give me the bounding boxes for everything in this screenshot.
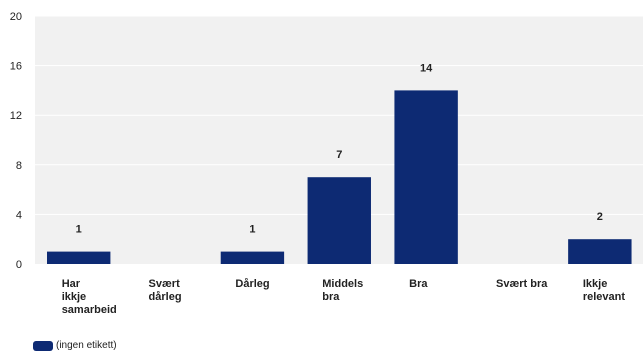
legend-label: (ingen etikett) — [56, 340, 117, 351]
bar — [394, 90, 458, 265]
x-tick-label: Svært dårleg — [149, 278, 182, 303]
legend: (ingen etikett) — [33, 340, 117, 351]
y-tick-label: 0 — [16, 259, 22, 271]
y-tick-label: 16 — [10, 61, 22, 73]
data-label: 7 — [336, 149, 342, 161]
data-label: 1 — [76, 224, 82, 236]
x-tick-label: Middels bra — [322, 278, 363, 303]
data-labels: 1 1 7 14 2 — [76, 62, 603, 235]
x-tick-label: Svært bra — [496, 278, 548, 290]
grid-lines — [35, 15, 643, 215]
x-axis: Har ikkje samarbeid Svært dårleg Dårleg Middel… — [62, 278, 626, 316]
bar — [220, 251, 285, 264]
y-axis: 0 4 8 12 16 20 — [10, 11, 22, 271]
bar — [307, 177, 371, 264]
data-label: 2 — [597, 211, 603, 223]
bar — [568, 239, 632, 264]
y-tick-label: 12 — [10, 110, 22, 122]
x-tick-label: Bra — [409, 278, 428, 290]
bars — [47, 90, 632, 265]
y-tick-label: 4 — [16, 209, 22, 221]
x-tick-label: Ikkje relevant — [583, 278, 626, 303]
data-label: 14 — [420, 62, 433, 74]
y-tick-label: 8 — [16, 160, 22, 172]
y-tick-label: 20 — [10, 11, 22, 23]
bar — [47, 251, 111, 264]
x-tick-label: Har ikkje samarbeid — [62, 278, 117, 316]
legend-swatch — [33, 340, 53, 351]
data-label: 1 — [249, 224, 255, 236]
x-tick-label: Dårleg — [235, 278, 269, 290]
